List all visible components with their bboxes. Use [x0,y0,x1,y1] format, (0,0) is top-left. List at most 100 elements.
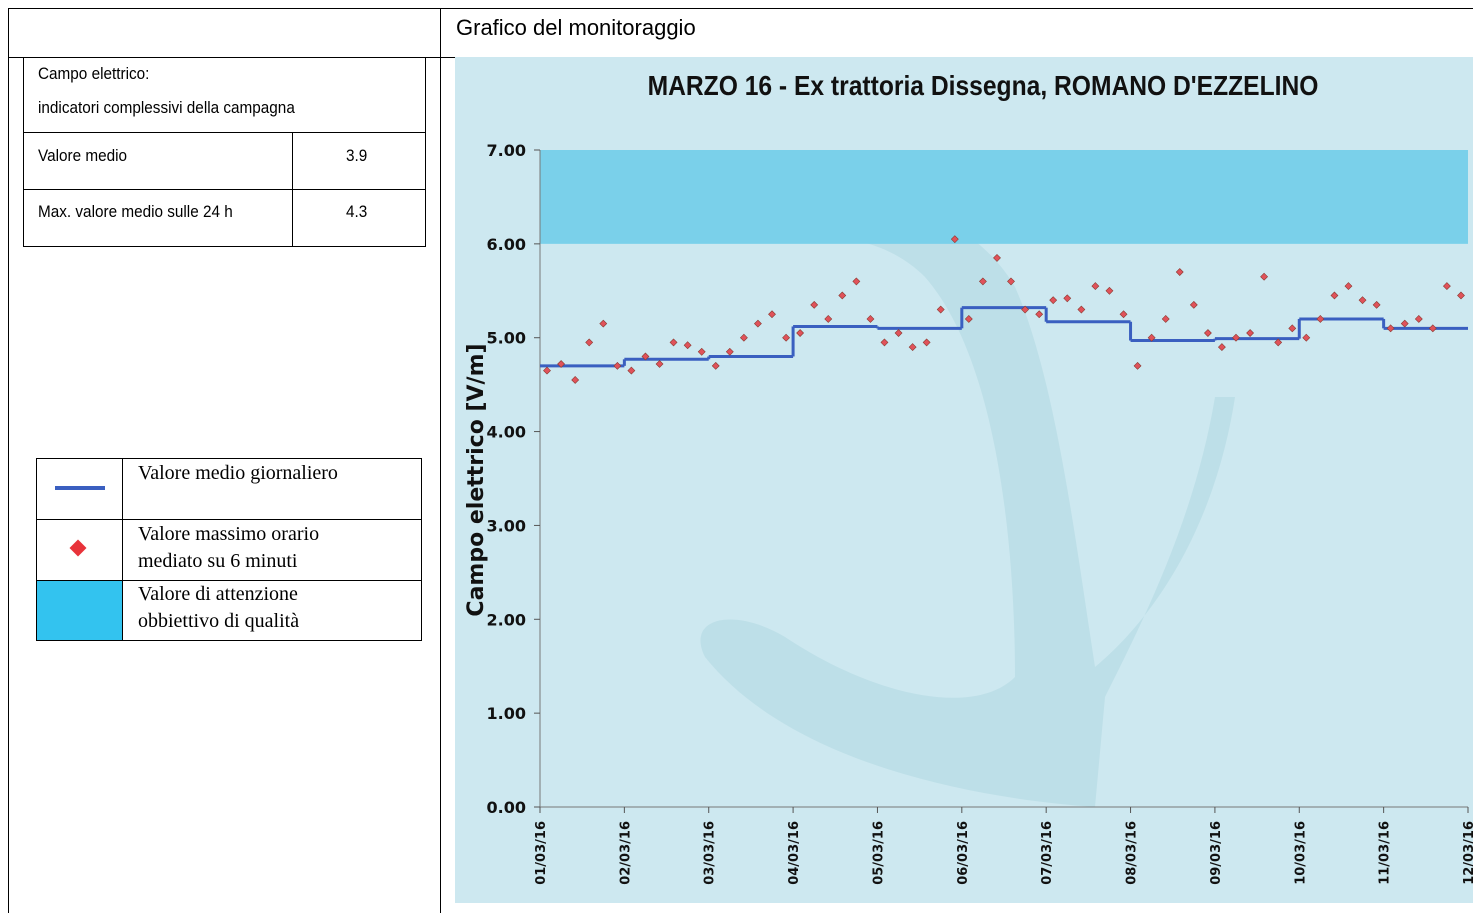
point [1133,361,1142,370]
point [1091,282,1100,291]
y-tick-label: 1.00 [487,704,526,723]
point [557,360,566,368]
y-axis-label: Campo elettrico [V/m] [464,343,489,616]
point [725,347,734,356]
point [1372,300,1381,309]
point [1344,282,1353,291]
y-tick-label: 3.00 [487,516,526,535]
point [1330,291,1339,300]
point [1035,310,1044,319]
point [894,329,903,337]
point [543,366,551,375]
point [627,366,636,375]
point [852,277,861,286]
point [585,338,594,347]
point [669,338,678,347]
point [1077,305,1086,314]
y-tick-label: 7.00 [487,141,526,160]
point [824,315,833,323]
point [1442,282,1451,291]
point [796,329,805,337]
point [922,338,931,347]
point [571,376,580,384]
point [768,310,776,319]
x-tick-label: 07/03/16 [1040,821,1055,885]
point [1428,324,1437,333]
point [1288,324,1297,333]
chart: MARZO 16 - Ex trattoria Dissegna, ROMANO… [455,57,1473,903]
point [838,291,847,300]
point [1147,333,1156,342]
x-tick-label: 05/03/16 [871,821,886,885]
frame [8,8,1473,913]
legend-text: obbiettivo di qualità [138,610,300,632]
point [1161,315,1170,323]
cell: Max. valore medio sulle 24 h [38,202,233,221]
attention-band [540,150,1468,244]
x-tick-label: 11/03/16 [1378,821,1393,885]
table-title: indicatori complessivi della campagna [38,98,295,117]
row-line [36,580,422,581]
point [936,305,945,314]
point [1260,272,1269,281]
legend-text: mediato su 6 minuti [138,550,298,572]
legend-text: Valore massimo orario [138,523,320,545]
point [1246,329,1255,337]
point [1189,300,1198,309]
point [1021,305,1030,314]
point [739,333,748,342]
point [1049,296,1058,305]
point [599,319,608,328]
point [1203,329,1212,337]
point [908,343,917,352]
point [1274,338,1283,347]
x-tick-label: 06/03/16 [956,821,971,885]
point [1063,294,1072,303]
point [993,254,1001,262]
legend-line-icon [55,486,105,490]
point [1316,315,1325,323]
point [1119,310,1128,319]
point [1457,291,1465,300]
point [782,333,791,342]
point [1175,268,1184,276]
legend [36,458,422,641]
point [1105,286,1114,295]
cell: 3.9 [346,146,368,165]
cell: Valore medio [38,146,128,165]
point [1007,277,1015,286]
y-tick-label: 5.00 [487,329,526,348]
point [978,277,987,286]
point [1386,324,1395,333]
point [613,361,622,370]
x-tick-label: 12/03/16 [1462,821,1473,885]
col-line [122,458,123,641]
table-title: Campo elettrico: [38,64,150,83]
point [753,319,762,328]
point [655,360,664,368]
x-tick-label: 09/03/16 [1209,821,1224,885]
point [683,341,692,350]
point [810,300,819,309]
row-line [23,132,426,133]
point [866,315,875,323]
point [697,347,706,356]
legend-text: Valore medio giornaliero [138,462,338,484]
point [1414,315,1423,323]
header-title: Grafico del monitoraggio [456,15,696,40]
point [1302,333,1311,342]
point [1217,343,1226,352]
point [1232,333,1240,342]
x-tick-label: 04/03/16 [787,821,802,885]
x-tick-label: 03/03/16 [703,821,718,885]
x-tick-label: 08/03/16 [1125,821,1140,885]
x-tick-label: 10/03/16 [1293,821,1308,885]
point [964,315,973,323]
legend-band-icon [37,581,122,640]
y-tick-label: 4.00 [487,423,526,442]
divider [440,8,441,913]
watermark [700,191,1235,807]
table [23,57,426,247]
point [1400,319,1409,328]
